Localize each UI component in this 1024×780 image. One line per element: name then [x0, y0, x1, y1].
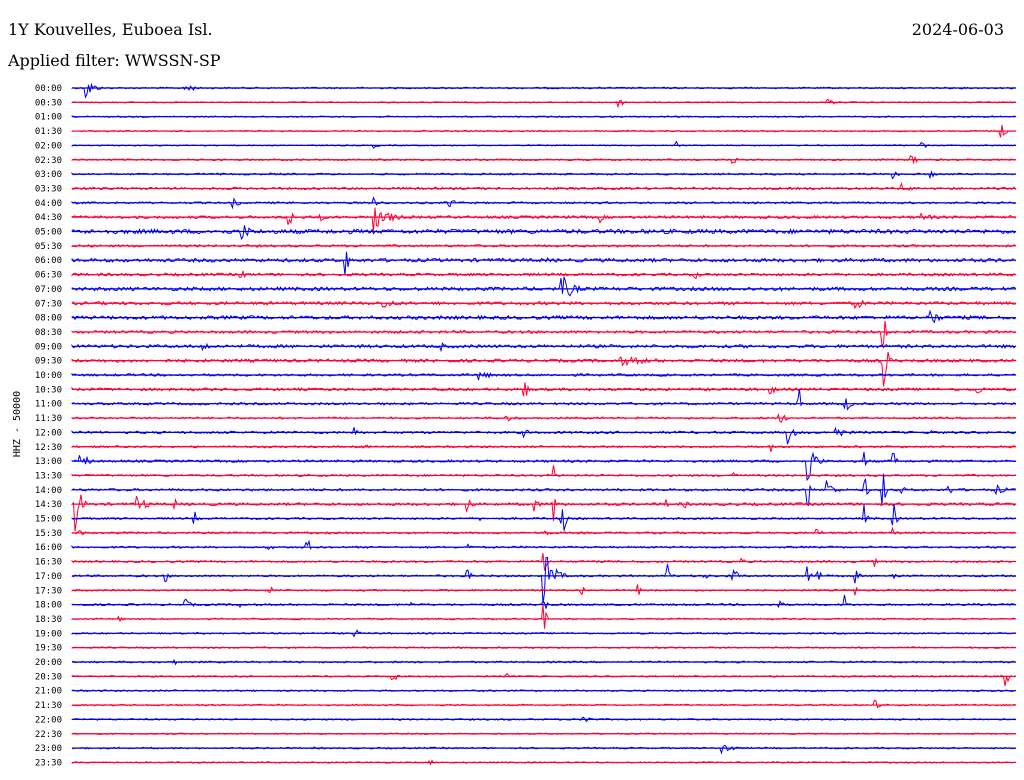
- trace-line: [71, 526, 1016, 536]
- trace-line: [71, 504, 1016, 531]
- tick-label: 18:00: [35, 601, 62, 611]
- trace-line: [71, 320, 1016, 347]
- tick-label: 02:30: [35, 156, 62, 166]
- tick-label: 09:30: [35, 357, 62, 367]
- trace-line: [71, 251, 1016, 276]
- trace-line: [71, 594, 1016, 609]
- trace-line: [71, 309, 1016, 324]
- tick-label: 09:00: [35, 342, 62, 352]
- tick-label: 13:00: [35, 457, 62, 467]
- tick-label: 13:30: [35, 471, 62, 481]
- trace-line: [71, 207, 1016, 231]
- tick-label: 22:30: [35, 730, 62, 740]
- tick-label: 05:00: [35, 228, 62, 238]
- tick-label: 06:30: [35, 271, 62, 281]
- tick-label: 17:00: [35, 572, 62, 582]
- tick-label: 07:00: [35, 285, 62, 295]
- tick-label: 00:30: [35, 98, 62, 108]
- tick-label: 23:30: [35, 758, 62, 768]
- tick-label: 04:00: [35, 199, 62, 209]
- tick-label: 16:00: [35, 543, 62, 553]
- tick-label: 10:30: [35, 385, 62, 395]
- tick-label: 16:30: [35, 558, 62, 568]
- trace-line: [71, 699, 1016, 709]
- tick-label-group: 00:00 00:30 01:00 01:30 02:00 02:30 03:00 03:30…: [35, 84, 62, 768]
- tick-label: 08:00: [35, 314, 62, 324]
- trace-line: [71, 426, 1016, 445]
- tick-label: 20:00: [35, 658, 62, 668]
- tick-label: 23:00: [35, 744, 62, 754]
- tick-label: 08:30: [35, 328, 62, 338]
- tick-label: 11:00: [35, 400, 62, 410]
- trace-line: [71, 604, 1016, 629]
- trace-line: [71, 276, 1016, 297]
- trace-line: [71, 539, 1016, 550]
- trace-line: [71, 388, 1016, 411]
- tick-label: 06:00: [35, 256, 62, 266]
- trace-line: [71, 672, 1016, 687]
- tick-label: 07:30: [35, 299, 62, 309]
- tick-label: 19:00: [35, 629, 62, 639]
- tick-label: 03:30: [35, 184, 62, 194]
- tick-label: 05:30: [35, 242, 62, 252]
- tick-label: 01:00: [35, 113, 62, 123]
- tick-label: 12:30: [35, 443, 62, 453]
- trace-group: [71, 82, 1016, 766]
- tick-label: 14:30: [35, 500, 62, 510]
- trace-line: [71, 225, 1016, 241]
- tick-label: 17:30: [35, 586, 62, 596]
- tick-label: 12:00: [35, 428, 62, 438]
- tick-label: 21:30: [35, 701, 62, 711]
- trace-line: [71, 82, 1016, 99]
- tick-label: 18:30: [35, 615, 62, 625]
- trace-line: [71, 744, 1016, 755]
- tick-label: 10:00: [35, 371, 62, 381]
- tick-label: 14:00: [35, 486, 62, 496]
- tick-label: 21:00: [35, 687, 62, 697]
- filter-label: Applied filter: WWSSN-SP: [8, 51, 221, 70]
- tick-label: 02:00: [35, 141, 62, 151]
- tick-label: 19:30: [35, 644, 62, 654]
- tick-label: 01:30: [35, 127, 62, 137]
- tick-label: 04:30: [35, 213, 62, 223]
- tick-label: 03:00: [35, 170, 62, 180]
- trace-line: [71, 299, 1016, 310]
- trace-line: [71, 181, 1016, 191]
- trace-line: [71, 371, 1016, 381]
- trace-line: [71, 170, 1016, 180]
- trace-line: [71, 465, 1016, 478]
- tick-label: 22:00: [35, 715, 62, 725]
- tick-label: 11:30: [35, 414, 62, 424]
- tick-label: 00:00: [35, 84, 62, 94]
- tick-label: 15:30: [35, 529, 62, 539]
- tick-label: 15:00: [35, 515, 62, 525]
- trace-line: [71, 494, 1016, 532]
- station-title: 1Y Kouvelles, Euboea Isl.: [8, 20, 213, 39]
- trace-line: [71, 351, 1016, 387]
- date-label: 2024-06-03: [911, 20, 1004, 39]
- tick-label: 20:30: [35, 672, 62, 682]
